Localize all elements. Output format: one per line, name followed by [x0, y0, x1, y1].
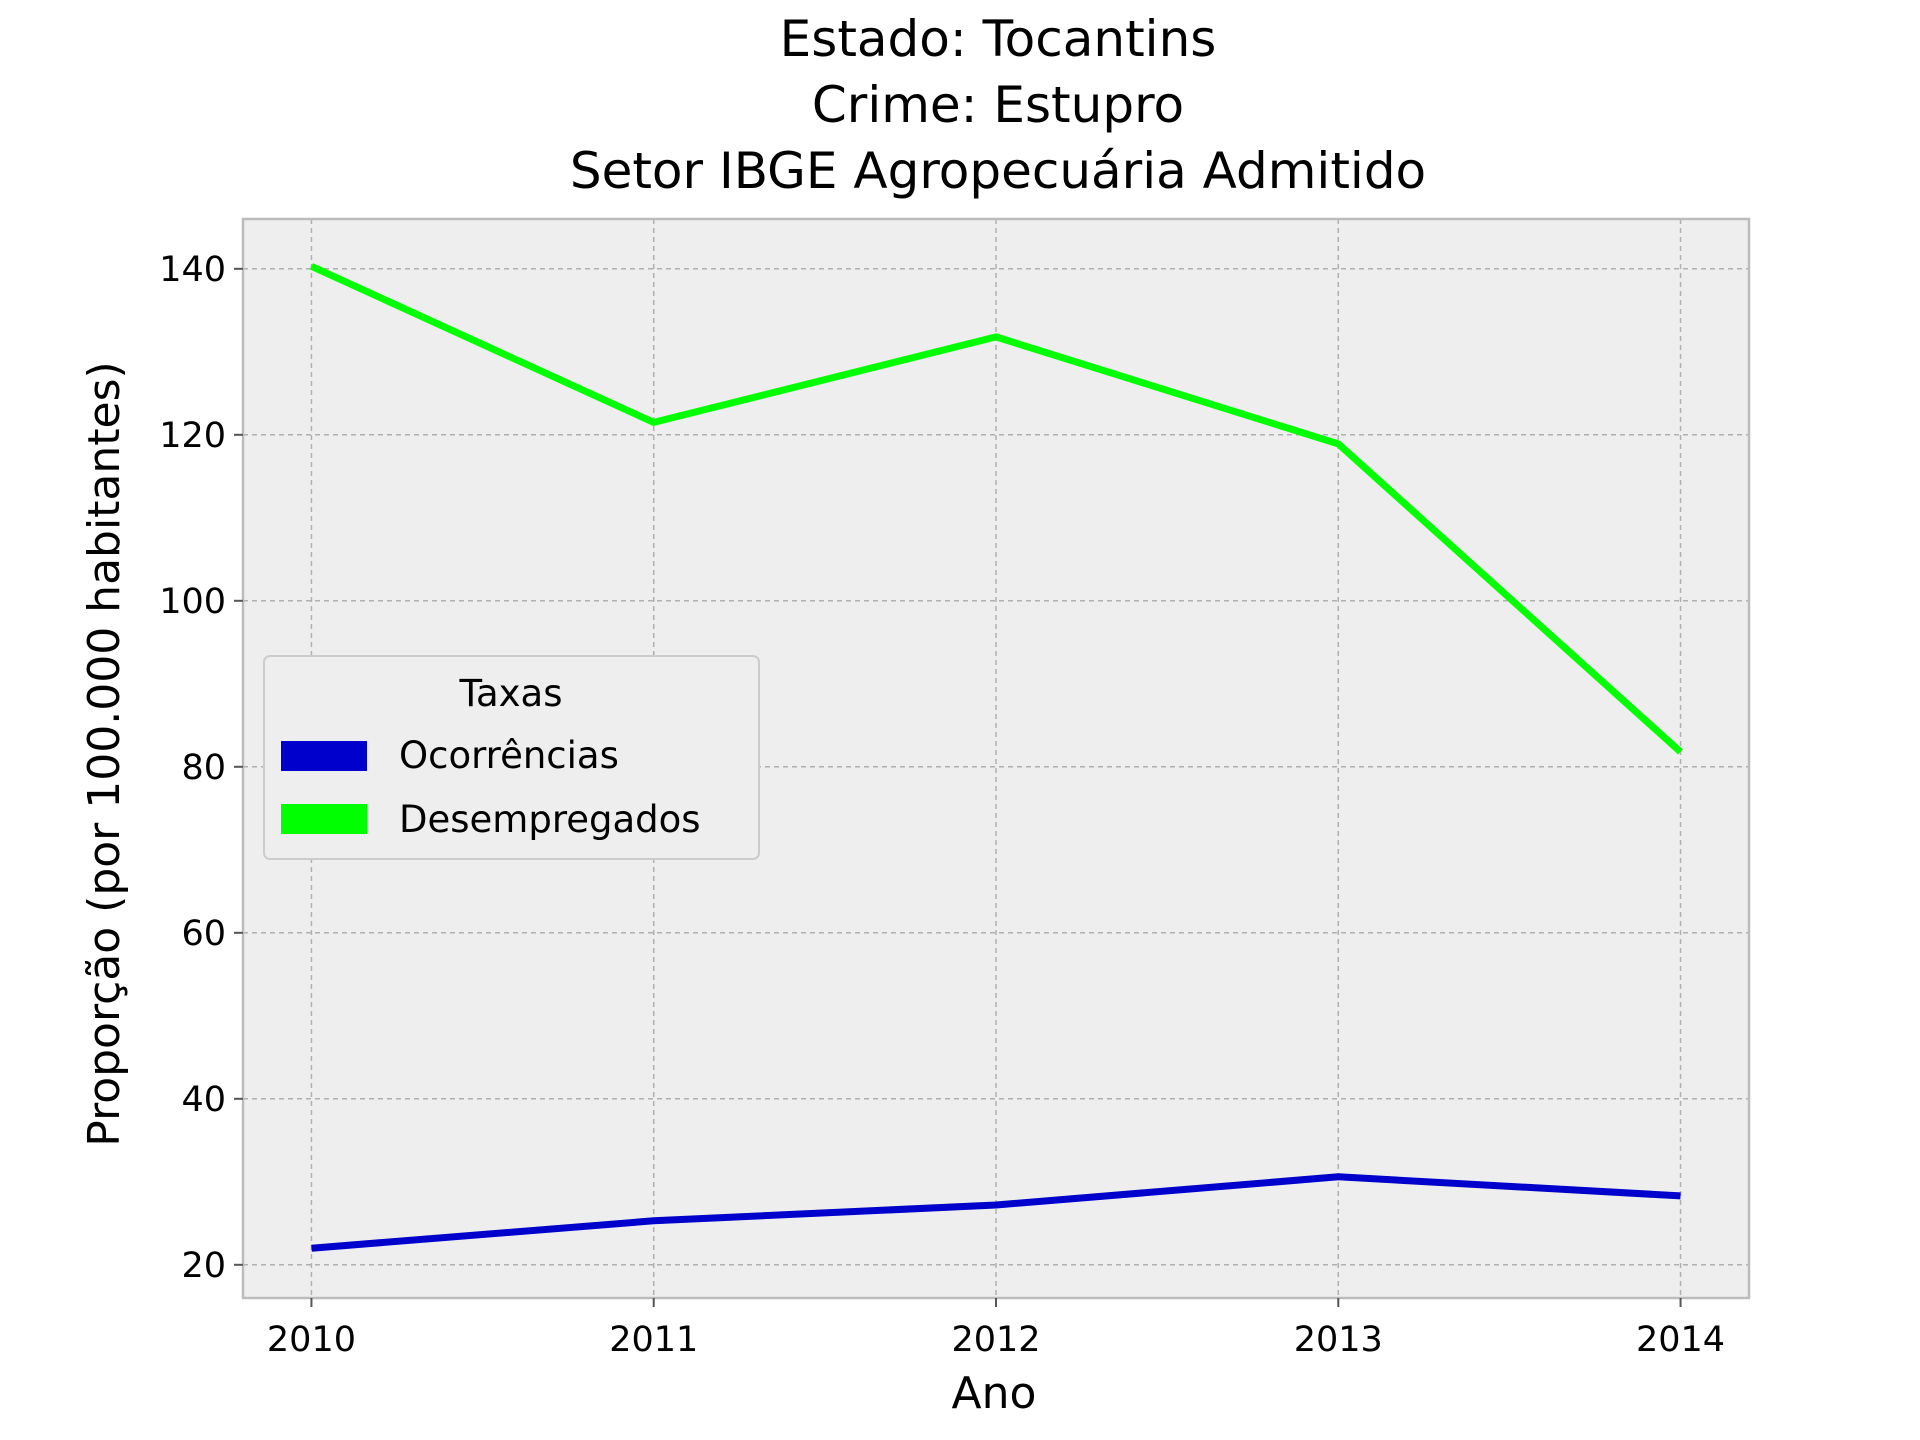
chart-title-line-2: Crime: Estupro: [812, 76, 1184, 134]
y-tick-label: 40: [181, 1080, 226, 1120]
chart-title-line-3: Setor IBGE Agropecuária Admitido: [570, 142, 1426, 200]
legend-title: Taxas: [459, 672, 563, 715]
legend-label-ocorrencias: Ocorrências: [399, 734, 619, 777]
legend: Taxas Ocorrências Desempregados: [263, 655, 760, 860]
legend-label-desempregados: Desempregados: [399, 798, 701, 841]
x-tick-label: 2011: [609, 1320, 698, 1360]
y-tick-label: 100: [159, 582, 226, 622]
legend-box: [263, 655, 760, 860]
x-tick-label: 2012: [951, 1320, 1040, 1360]
chart-title-line-1: Estado: Tocantins: [780, 10, 1217, 68]
y-axis-label: Proporção (por 100.000 habitantes): [79, 361, 130, 1146]
series-line-ocorrencias: [311, 1173, 1681, 1252]
x-tick-label: 2010: [267, 1320, 356, 1360]
legend-swatch-ocorrencias: [281, 741, 367, 771]
grid-lines: [243, 219, 1749, 1298]
y-tick-label: 120: [159, 416, 226, 456]
y-tick-label: 140: [159, 250, 226, 290]
y-tick-label: 60: [181, 914, 226, 954]
series-lines: [310, 263, 1683, 1252]
x-axis-label: Ano: [952, 1368, 1037, 1419]
y-tick-label: 80: [181, 748, 226, 788]
y-axis-ticks: 20 40 60 80 100 120 140: [159, 250, 243, 1286]
y-tick-label: 20: [181, 1246, 226, 1286]
legend-swatch-desempregados: [281, 804, 367, 834]
x-tick-label: 2013: [1294, 1320, 1383, 1360]
x-tick-label: 2014: [1636, 1320, 1725, 1360]
series-line-desempregados: [310, 263, 1683, 755]
chart-title: Estado: Tocantins Crime: Estupro Setor I…: [570, 10, 1426, 200]
x-axis-ticks: 2010 2011 2012 2013 2014: [267, 1298, 1725, 1360]
